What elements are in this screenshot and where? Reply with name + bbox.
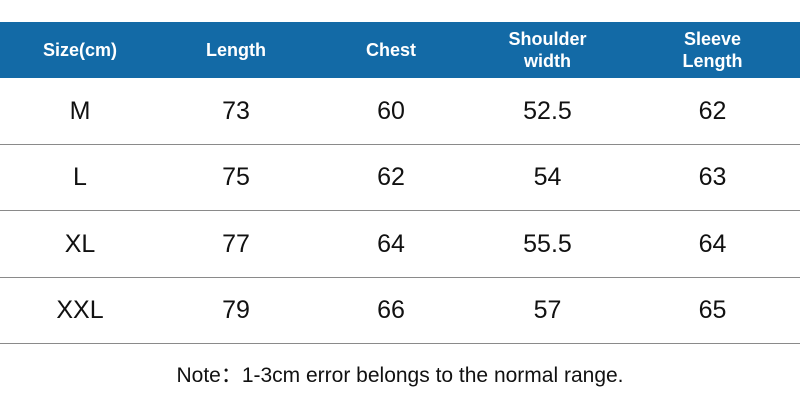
header-cell: Shoulder width xyxy=(470,22,625,78)
row-divider xyxy=(0,143,800,145)
header-cell-text: Shoulder width xyxy=(508,29,587,71)
table-cell: 77 xyxy=(160,211,312,278)
header-band xyxy=(0,22,800,78)
table-cell-text: 54 xyxy=(533,163,562,192)
table-cell-text: 64 xyxy=(698,229,727,258)
table-cell: 62 xyxy=(312,145,470,212)
row-divider xyxy=(0,276,800,278)
table-cell-text: 62 xyxy=(377,163,405,192)
table-cell: 52.5 xyxy=(470,78,625,145)
header-cell-text: Size(cm) xyxy=(42,40,118,60)
header-cell: Sleeve Length xyxy=(625,22,800,78)
table-cell: 63 xyxy=(625,145,800,212)
table-cell-text: 57 xyxy=(533,296,562,325)
table-cell-text: 75 xyxy=(222,163,250,192)
table-cell-text: 79 xyxy=(222,296,250,325)
table-cell-text: 52.5 xyxy=(523,96,572,125)
table-cell: XL xyxy=(0,211,160,278)
table-cell-text: M xyxy=(69,96,91,125)
table-cell-text: 66 xyxy=(377,296,405,325)
table-cell-text: 73 xyxy=(222,96,250,125)
table-cell: 64 xyxy=(625,211,800,278)
table-cell-text: 62 xyxy=(698,96,727,125)
table-cell: 55.5 xyxy=(470,211,625,278)
table-cell: 62 xyxy=(625,78,800,145)
table-cell-text: 60 xyxy=(377,96,405,125)
header-cell: Size(cm) xyxy=(0,22,160,78)
header-cell-text: Sleeve Length xyxy=(682,29,743,71)
table-cell-text: 64 xyxy=(377,229,405,258)
header-cell: Length xyxy=(160,22,312,78)
row-divider xyxy=(0,343,800,344)
table-cell-text: L xyxy=(73,163,87,192)
table-cell: XXL xyxy=(0,278,160,345)
table-cell-text: 65 xyxy=(698,296,727,325)
table-cell-text: XL xyxy=(64,229,96,258)
table-cell-text: 63 xyxy=(698,163,727,192)
header-cell-text: Length xyxy=(206,40,266,60)
table-cell: M xyxy=(0,78,160,145)
table-cell: 65 xyxy=(625,278,800,345)
row-divider xyxy=(0,210,800,211)
table-cell: 66 xyxy=(312,278,470,345)
table-cell: 60 xyxy=(312,78,470,145)
table-cell: 73 xyxy=(160,78,312,145)
table-cell-text: XXL xyxy=(56,296,104,325)
table-cell-text: 77 xyxy=(222,229,250,258)
header-cell-text: Chest xyxy=(365,40,416,60)
table-cell: 79 xyxy=(160,278,312,345)
note: Note：1-3cm error belongs to the normal r… xyxy=(176,364,624,387)
table-cell: 54 xyxy=(470,145,625,212)
table-cell: L xyxy=(0,145,160,212)
header-cell: Chest xyxy=(312,22,470,78)
table-cell: 57 xyxy=(470,278,625,345)
table-cell: 64 xyxy=(312,211,470,278)
table-cell-text: 55.5 xyxy=(523,229,572,258)
table-cell: 75 xyxy=(160,145,312,212)
